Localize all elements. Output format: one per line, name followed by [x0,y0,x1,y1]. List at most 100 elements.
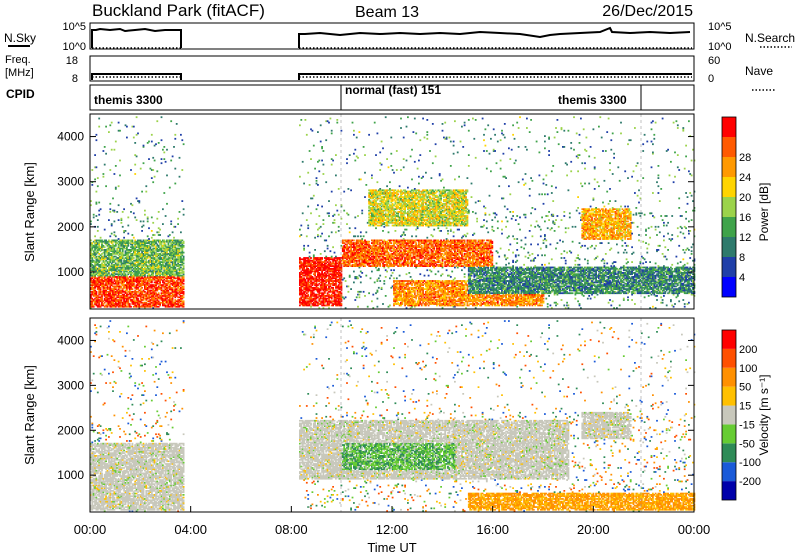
data-cell [359,276,362,278]
data-cell [170,295,173,297]
data-cell [99,269,102,272]
data-cell [138,242,141,244]
data-cell [148,270,150,273]
data-cell [90,251,92,254]
data-cell [99,274,102,277]
data-cell [92,269,95,272]
data-cell [160,242,163,244]
data-cell [119,300,121,303]
data-cell [117,269,120,272]
data-cell [170,259,173,262]
data-cell [135,261,138,263]
data-cell [152,297,155,300]
data-cell [120,273,123,276]
data-cell [116,282,119,285]
data-cell [91,303,94,305]
data-cell [171,286,174,289]
data-cell [128,296,131,299]
data-cell [145,263,148,266]
data-cell [323,250,326,253]
data-cell [173,239,175,242]
data-cell [149,276,152,278]
data-cell [134,293,137,296]
data-cell [340,303,343,305]
data-cell [137,295,139,297]
data-cell [121,273,124,276]
data-cell [110,224,113,227]
data-cell [131,272,134,274]
data-cell [175,274,178,277]
data-cell [92,272,95,274]
data-cell [126,262,128,265]
data-cell [156,247,159,250]
data-cell [177,299,179,301]
data-cell [116,292,119,295]
data-cell [109,246,112,249]
data-cell [134,251,137,254]
data-cell [142,239,145,242]
data-cell [127,296,130,299]
data-cell [130,263,132,266]
data-cell [319,235,322,238]
data-cell [174,243,177,246]
data-cell [91,269,94,272]
data-cell [150,254,153,257]
data-cell [175,277,178,280]
data-cell [130,255,132,258]
data-cell [166,247,168,250]
data-cell [121,246,124,249]
data-cell [131,299,134,301]
data-cell [170,300,173,303]
data-cell [171,288,174,290]
data-cell [108,276,110,278]
data-cell [117,300,120,303]
data-cell [175,251,178,254]
data-cell [152,290,155,293]
data-cell [92,278,95,281]
data-cell [116,258,119,261]
data-cell [132,136,135,139]
data-cell [330,255,333,258]
data-cell [134,243,137,246]
data-cell [99,284,102,286]
data-cell [152,277,155,280]
data-cell [173,266,175,269]
data-cell [117,289,120,292]
data-cell [98,213,101,216]
data-cell [174,267,177,270]
data-cell [163,158,166,160]
data-cell [155,270,157,273]
data-cell [319,253,322,255]
data-cell [113,250,116,253]
data-cell [102,244,105,247]
data-cell [131,293,134,296]
data-cell [157,280,160,282]
data-cell [163,282,166,285]
data-cell [150,140,153,143]
data-cell [178,301,181,304]
data-cell [94,246,96,249]
data-cell [308,251,311,254]
data-cell [138,270,141,273]
data-cell [123,297,125,300]
data-cell [117,246,120,249]
data-cell [105,295,107,297]
data-cell [99,259,102,262]
data-cell [119,285,121,288]
data-cell [130,259,132,262]
data-cell [134,240,137,243]
data-cell [177,301,179,304]
data-cell [117,240,120,243]
data-cell [141,247,143,250]
data-cell [127,278,130,281]
data-cell [142,261,145,263]
data-cell [375,154,377,156]
data-cell [328,235,330,238]
data-cell [141,292,143,295]
data-cell [117,282,120,285]
data-cell [91,300,94,303]
data-cell [163,281,166,284]
data-cell [359,235,362,238]
data-cell [164,250,167,253]
data-cell [94,257,96,259]
